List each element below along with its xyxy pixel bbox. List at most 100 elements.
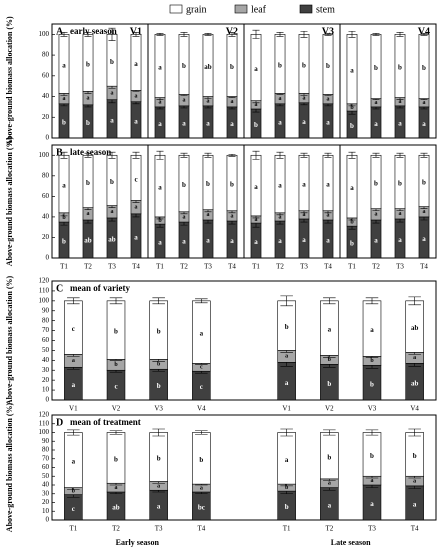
x-tick-label: V4 <box>197 405 206 413</box>
significance-letter: b <box>62 215 66 221</box>
significance-letter: a <box>62 182 66 190</box>
significance-letter: a <box>327 97 330 103</box>
significance-letter: b <box>114 455 118 463</box>
significance-letter: a <box>207 212 210 218</box>
significance-letter: a <box>302 236 306 244</box>
y-tick-label: 120 <box>39 277 50 285</box>
x-tick-label: T1 <box>283 525 291 533</box>
error-bar <box>252 29 260 39</box>
error-bar <box>300 152 308 158</box>
y-tick-label: 30 <box>42 366 50 374</box>
y-tick-label: 90 <box>42 306 50 314</box>
significance-letter: b <box>114 362 118 368</box>
significance-letter: a <box>374 237 378 245</box>
x-tick-label: T4 <box>197 525 205 533</box>
significance-letter: a <box>279 214 282 220</box>
significance-letter: a <box>158 120 162 128</box>
significance-letter: a <box>374 120 378 128</box>
error-bar <box>152 428 165 437</box>
significance-letter: b <box>370 358 374 364</box>
x-tick-label: T1 <box>60 263 68 271</box>
error-bar <box>156 150 164 160</box>
significance-letter: a <box>157 503 161 511</box>
significance-letter: a <box>285 379 289 387</box>
significance-letter: a <box>327 213 330 219</box>
significance-letter: a <box>328 481 331 487</box>
y-tick-label: 80 <box>42 51 50 59</box>
significance-letter: b <box>157 362 161 368</box>
y-tick-label: 70 <box>42 326 50 334</box>
significance-letter: b <box>157 328 161 336</box>
significance-letter: a <box>399 211 402 217</box>
significance-letter: c <box>134 175 137 183</box>
legend-swatch <box>234 4 248 14</box>
error-bar <box>60 31 68 37</box>
y-tick-label: 40 <box>42 481 50 489</box>
significance-letter: a <box>72 458 76 466</box>
y-tick-label: 10 <box>42 386 50 394</box>
y-tick-label: 100 <box>39 151 50 159</box>
y-tick-label: 50 <box>42 346 50 354</box>
variety-label: V4 <box>418 26 430 37</box>
significance-letter: a <box>371 478 374 484</box>
error-bar <box>396 152 404 158</box>
significance-letter: b <box>327 453 331 461</box>
error-bar <box>108 151 116 159</box>
significance-letter: b <box>158 218 162 224</box>
significance-letter: a <box>278 119 282 127</box>
error-bar <box>228 153 236 157</box>
panel-title: late season <box>70 147 111 157</box>
panel-label: A <box>56 26 64 37</box>
error-bar <box>204 152 212 158</box>
error-bar <box>280 295 293 307</box>
variety-label: V2 <box>226 26 238 37</box>
y-tick-label: 40 <box>42 356 50 364</box>
panel-title: mean of treatment <box>70 417 141 427</box>
y-tick-label: 60 <box>42 71 50 79</box>
significance-letter: a <box>328 501 332 509</box>
y-axis-label: Above-ground biomass allocation (%) <box>5 136 14 266</box>
y-tick-label: 10 <box>42 507 50 515</box>
significance-letter: a <box>255 217 258 223</box>
significance-letter: a <box>182 120 186 128</box>
significance-letter: b <box>326 62 330 70</box>
x-tick-label: T3 <box>204 263 212 271</box>
x-tick-label: T2 <box>372 263 380 271</box>
x-tick-label: V2 <box>325 405 334 413</box>
significance-letter: ab <box>204 63 212 71</box>
significance-letter: a <box>370 500 374 508</box>
y-tick-label: 80 <box>42 316 50 324</box>
y-tick-label: 20 <box>42 498 50 506</box>
y-tick-label: 0 <box>46 134 50 142</box>
x-tick-label: T4 <box>228 263 236 271</box>
error-bar <box>365 297 379 305</box>
plot-frame <box>339 144 437 259</box>
significance-letter: b <box>350 122 354 130</box>
x-tick-label: T4 <box>411 525 419 533</box>
error-bar <box>408 428 421 437</box>
significance-letter: b <box>254 121 258 129</box>
significance-letter: c <box>72 325 75 333</box>
significance-letter: a <box>206 237 210 245</box>
legend-label: stem <box>316 4 335 15</box>
x-tick-label: T3 <box>396 263 404 271</box>
plot-frame <box>339 23 437 139</box>
significance-letter: b <box>86 179 90 187</box>
significance-letter: a <box>134 117 138 125</box>
error-bar <box>180 152 188 158</box>
variety-label: V1 <box>130 26 142 37</box>
error-bar <box>323 429 336 436</box>
significance-letter: a <box>158 64 162 72</box>
significance-letter: b <box>206 180 210 188</box>
significance-letter: a <box>350 184 354 192</box>
y-tick-label: 20 <box>42 113 50 121</box>
significance-letter: b <box>110 178 114 186</box>
variety-label: V3 <box>322 26 334 37</box>
panel-label: B <box>56 147 63 158</box>
panel-title: mean of variety <box>70 283 130 293</box>
error-bar <box>372 33 380 36</box>
y-tick-label: 0 <box>46 516 50 524</box>
error-bar <box>348 30 356 38</box>
x-tick-label: V3 <box>368 405 377 413</box>
x-tick-label: T4 <box>132 263 140 271</box>
